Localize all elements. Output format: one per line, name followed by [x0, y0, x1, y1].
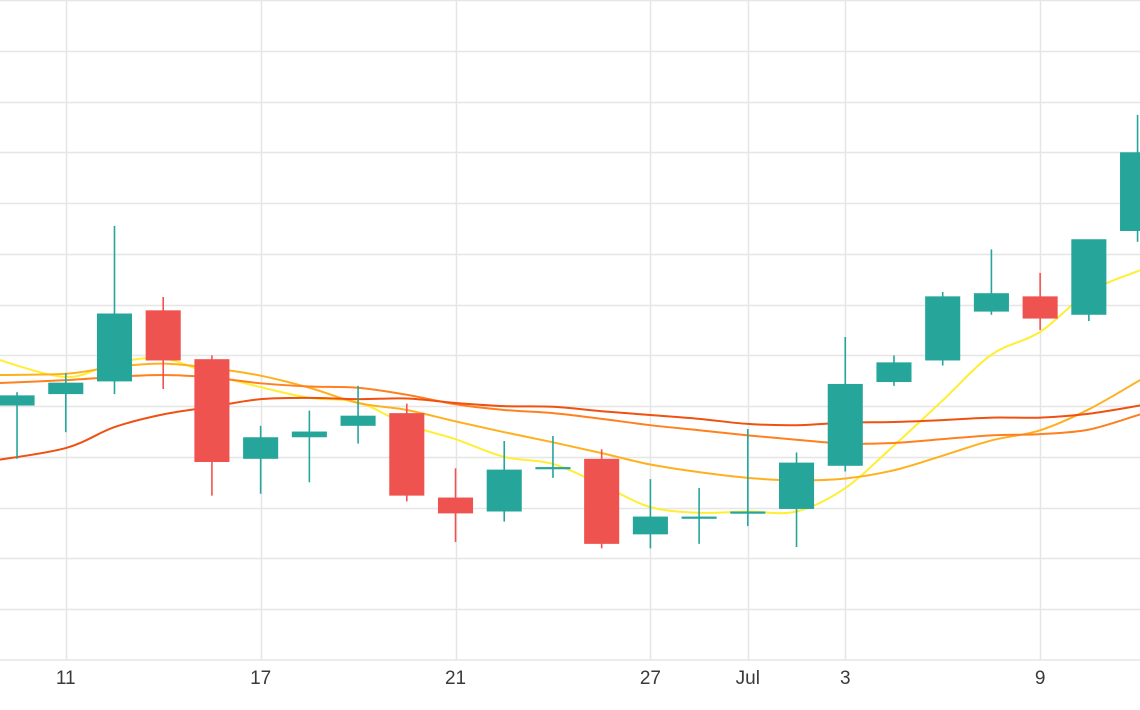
candle: [1071, 239, 1107, 322]
candle: [925, 291, 961, 366]
x-tick-label: 21: [445, 668, 466, 689]
candle-body-up: [291, 431, 327, 438]
candle: [584, 449, 620, 549]
candle: [145, 297, 181, 390]
candles: [0, 114, 1140, 549]
candle-body-up: [535, 467, 571, 470]
candle: [779, 452, 815, 548]
x-tick-label: 17: [250, 668, 271, 689]
candle-body-up: [876, 362, 912, 383]
candle: [681, 488, 717, 544]
candle-body-up: [486, 469, 522, 512]
candle-body-up: [1120, 152, 1140, 231]
x-tick-label: 9: [1035, 668, 1046, 689]
candle: [973, 249, 1009, 315]
moving-average-line-ma-longest: [0, 396, 1140, 461]
x-tick-label: Jul: [736, 668, 760, 689]
x-tick-label: 3: [840, 668, 851, 689]
candle-body-down: [437, 497, 474, 514]
candle-body-up: [48, 382, 84, 395]
candle: [96, 225, 133, 395]
candle: [632, 479, 668, 549]
candle: [291, 410, 327, 483]
candle: [48, 373, 84, 433]
candle: [535, 435, 571, 478]
moving-average-lines: [0, 269, 1140, 515]
candle-body-down: [145, 310, 181, 361]
x-tick-label: 11: [56, 668, 76, 689]
candle: [486, 441, 522, 522]
candle-body-up: [0, 395, 35, 406]
candle-body-down: [584, 458, 620, 544]
x-axis: 11 17 21 27 Jul 3 9: [56, 668, 1046, 689]
x-tick-label: 27: [640, 668, 661, 689]
candle-body-up: [681, 516, 717, 519]
candle: [243, 425, 279, 494]
candle: [876, 355, 912, 386]
candle-body-up: [96, 313, 133, 382]
moving-average-line-ma-medium: [0, 362, 1140, 482]
moving-average-line-ma-short: [0, 269, 1140, 515]
candle-body-up: [827, 383, 863, 466]
candle-body-down: [1022, 296, 1058, 319]
candle-body-up: [340, 415, 376, 426]
candle-body-down: [389, 413, 425, 496]
candle: [389, 403, 425, 502]
candle: [340, 385, 376, 444]
candle-body-up: [632, 516, 668, 535]
candle: [730, 429, 766, 527]
candle-body-up: [1071, 239, 1107, 315]
candle-body-up: [243, 437, 279, 459]
candle: [1022, 272, 1058, 330]
candle: [194, 355, 230, 496]
candle-body-up: [730, 511, 766, 514]
candle: [0, 392, 35, 459]
candle: [437, 468, 474, 542]
candle-body-up: [779, 462, 815, 509]
candle: [1120, 114, 1140, 242]
candle-body-down: [194, 359, 230, 462]
candle-body-up: [925, 296, 961, 361]
grid-lines: [0, 0, 1140, 661]
candle-body-up: [973, 293, 1009, 312]
candle: [827, 336, 863, 472]
moving-average-line-ma-long: [0, 374, 1140, 445]
